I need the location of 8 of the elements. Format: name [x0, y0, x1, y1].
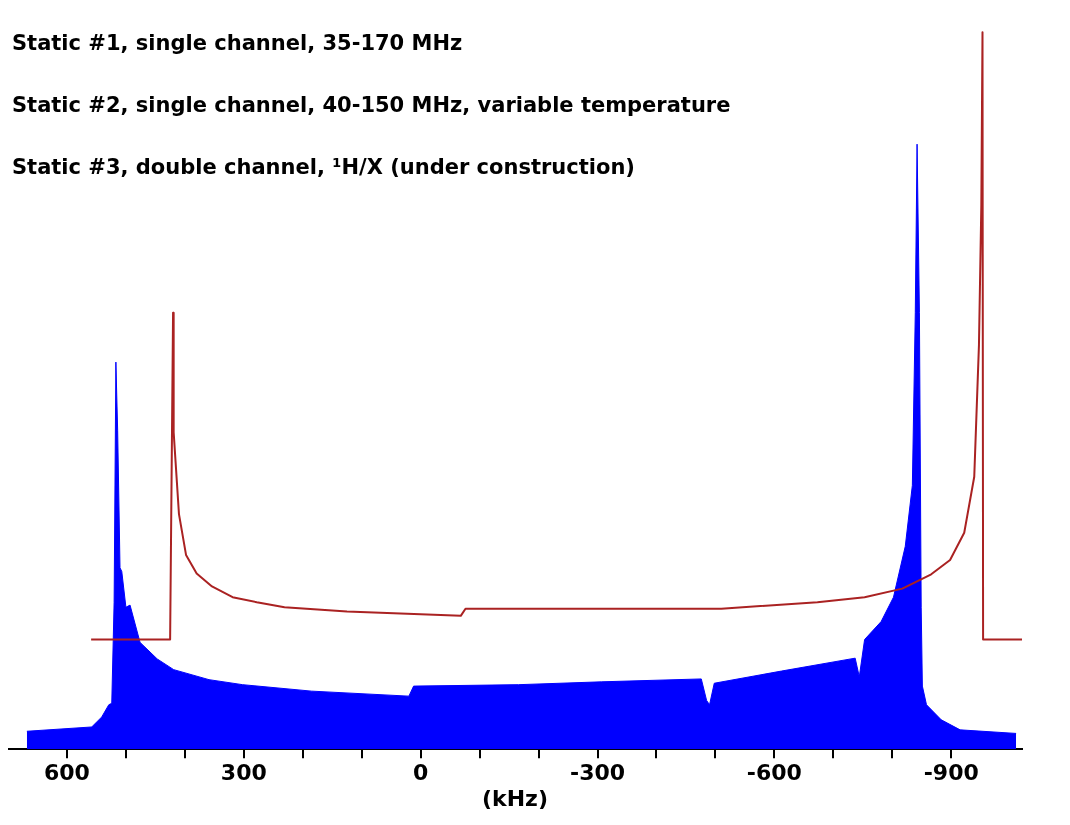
x-axis-title: (kHz) [482, 785, 548, 811]
x-tick-label: -900 [923, 760, 979, 786]
x-tick-label: -300 [570, 760, 626, 786]
x-tick-label: 600 [43, 760, 90, 786]
x-tick-label: -600 [746, 760, 802, 786]
x-tick-label: 300 [220, 760, 267, 786]
x-tick-label: 0 [413, 760, 429, 786]
notes: Static #1, single channel, 35-170 MHz Static #2, single channel, 40-150 MHz, variable temperature Static #3, double channel, ¹H/X (under construction) [12, 30, 731, 181]
